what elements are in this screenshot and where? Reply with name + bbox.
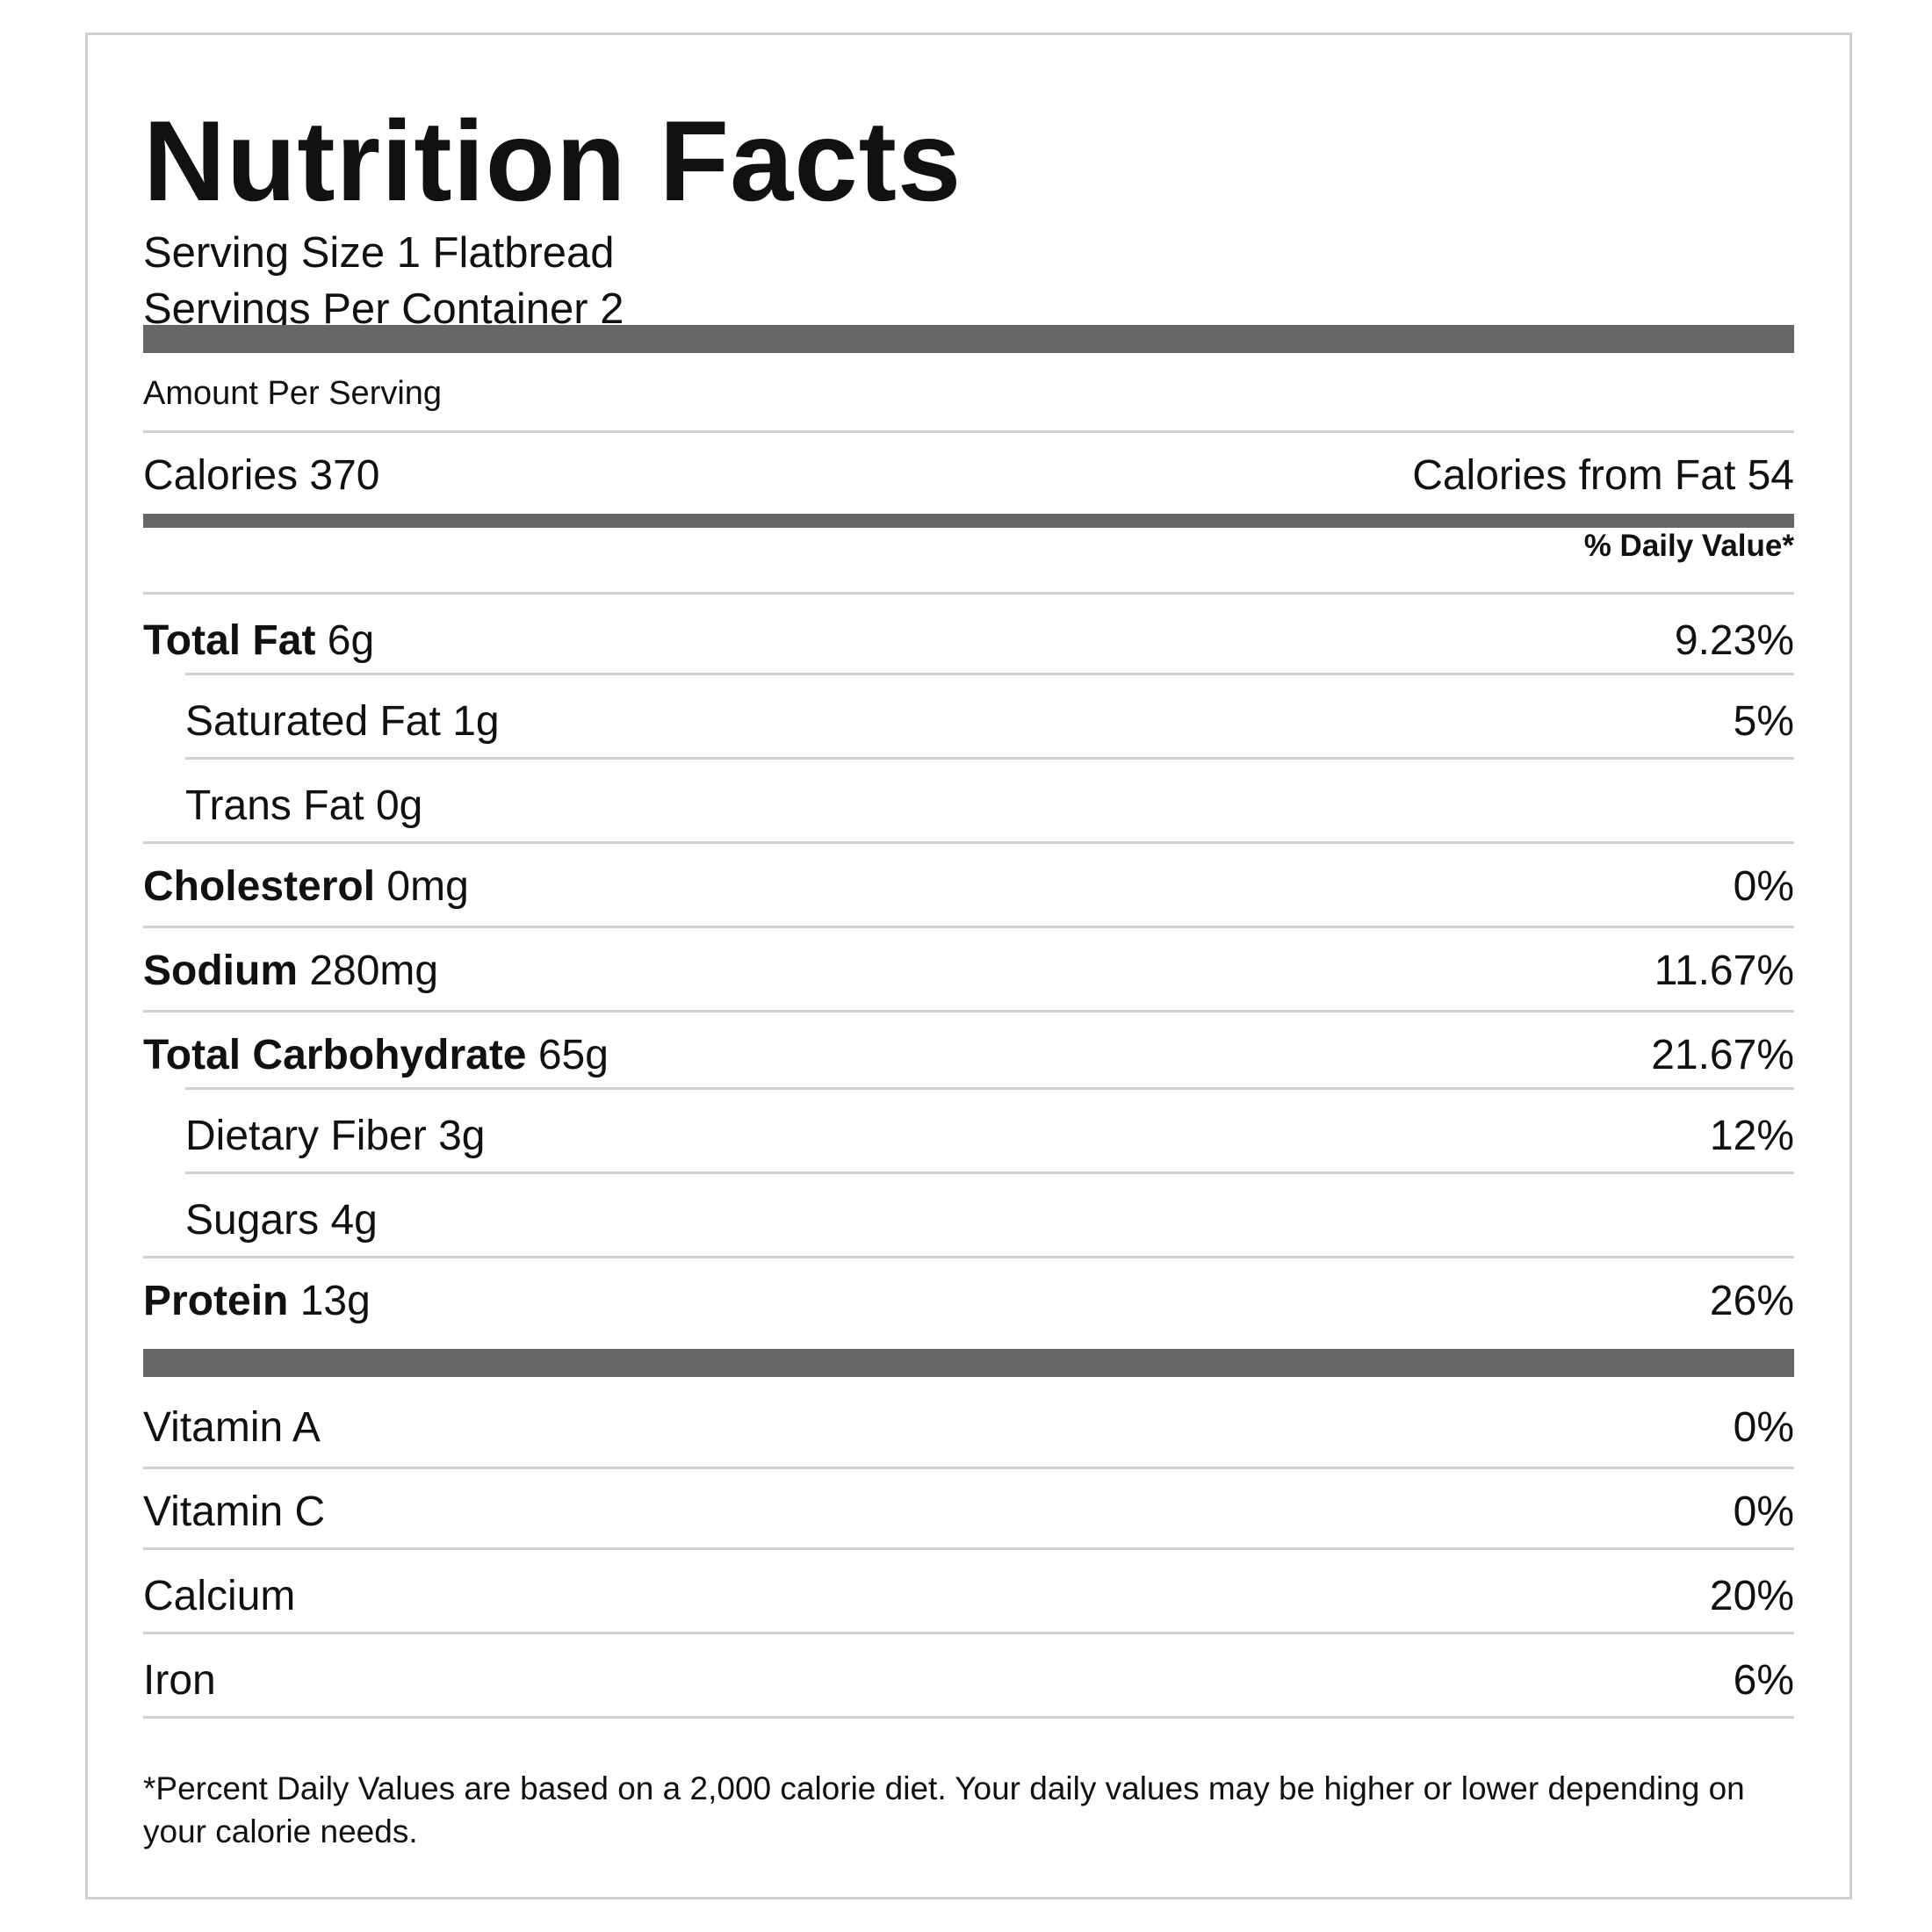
- nutrient-name: Total Carbohydrate: [143, 1031, 527, 1078]
- nutrient-name: Total Fat: [143, 616, 316, 664]
- divider: [143, 592, 1794, 595]
- daily-value-header: % Daily Value*: [1583, 529, 1794, 563]
- nutrient-amount: 3g: [438, 1112, 486, 1159]
- divider: [143, 1716, 1794, 1719]
- divider: [185, 673, 1794, 675]
- divider: [185, 1171, 1794, 1174]
- nutrient-amount: 13g: [299, 1277, 371, 1324]
- divider: [143, 1547, 1794, 1550]
- nutrient-amount: 65g: [537, 1031, 609, 1078]
- nutrient-row-protein: Protein 13g 26%: [143, 1270, 1794, 1331]
- nutrient-row-total-carbohydrate: Total Carbohydrate 65g 21.67%: [143, 1024, 1794, 1085]
- nutrient-name: Dietary Fiber: [185, 1112, 427, 1159]
- divider: [143, 1467, 1794, 1469]
- nutrient-amount: 6g: [327, 616, 375, 664]
- nutrient-name: Protein: [143, 1277, 289, 1324]
- calories: Calories 370: [143, 451, 380, 499]
- serving-size: Serving Size 1 Flatbread: [143, 229, 615, 277]
- vitamin-row-vitamin-c: Vitamin C 0%: [143, 1481, 1794, 1542]
- nutrient-amount: 4g: [330, 1196, 378, 1244]
- calories-from-fat: Calories from Fat 54: [1412, 451, 1794, 499]
- thick-divider: [143, 1349, 1794, 1377]
- divider: [143, 841, 1794, 844]
- vitamin-name: Iron: [143, 1656, 216, 1704]
- thick-divider: [143, 325, 1794, 353]
- nutrient-dv: 0%: [1733, 862, 1794, 910]
- nutrient-dv: 5%: [1733, 697, 1794, 745]
- nutrient-amount: 1g: [452, 697, 500, 745]
- nutrient-dv: 26%: [1709, 1277, 1794, 1324]
- nutrient-name: Saturated Fat: [185, 697, 441, 745]
- vitamin-name: Vitamin C: [143, 1488, 326, 1535]
- divider: [143, 430, 1794, 433]
- amount-per-serving: Amount Per Serving: [143, 375, 443, 412]
- nutrient-row-sodium: Sodium 280mg 11.67%: [143, 940, 1794, 1001]
- divider: [185, 757, 1794, 760]
- divider: [143, 1632, 1794, 1634]
- nutrient-dv: 9.23%: [1674, 616, 1794, 664]
- divider: [143, 1010, 1794, 1013]
- vitamin-dv: 20%: [1709, 1572, 1794, 1619]
- calories-row: Calories 370 Calories from Fat 54: [143, 444, 1794, 506]
- nutrient-dv: 12%: [1709, 1112, 1794, 1159]
- medium-divider: [143, 514, 1794, 528]
- vitamin-dv: 0%: [1733, 1403, 1794, 1451]
- nutrient-row-total-fat: Total Fat 6g 9.23%: [143, 609, 1794, 671]
- nutrient-amount: 0g: [375, 782, 423, 829]
- vitamin-row-iron: Iron 6%: [143, 1649, 1794, 1711]
- nutrient-name: Trans Fat: [185, 782, 364, 829]
- nutrient-row-saturated-fat: Saturated Fat 1g 5%: [143, 690, 1794, 752]
- nutrient-dv: 21.67%: [1651, 1031, 1794, 1078]
- vitamin-name: Calcium: [143, 1572, 296, 1619]
- footnote: *Percent Daily Values are based on a 2,0…: [143, 1770, 1745, 1849]
- nutrient-row-trans-fat: Trans Fat 0g: [143, 775, 1794, 836]
- nutrient-name: Sugars: [185, 1196, 320, 1244]
- vitamin-name: Vitamin A: [143, 1403, 321, 1451]
- nutrient-dv: 11.67%: [1654, 947, 1794, 994]
- vitamin-dv: 6%: [1733, 1656, 1794, 1704]
- vitamin-row-vitamin-a: Vitamin A 0%: [143, 1396, 1794, 1458]
- nutrient-name: Cholesterol: [143, 862, 376, 910]
- nutrient-name: Sodium: [143, 947, 298, 994]
- vitamin-row-calcium: Calcium 20%: [143, 1565, 1794, 1626]
- divider: [185, 1087, 1794, 1090]
- vitamin-dv: 0%: [1733, 1488, 1794, 1535]
- nutrient-row-sugars: Sugars 4g: [143, 1189, 1794, 1251]
- nutrition-label: Nutrition Facts Serving Size 1 Flatbread…: [85, 32, 1852, 1900]
- nutrient-amount: 0mg: [386, 862, 469, 910]
- divider: [143, 926, 1794, 928]
- divider: [143, 1256, 1794, 1258]
- nutrient-row-cholesterol: Cholesterol 0mg 0%: [143, 855, 1794, 917]
- nutrient-amount: 280mg: [309, 947, 439, 994]
- nutrient-row-dietary-fiber: Dietary Fiber 3g 12%: [143, 1105, 1794, 1166]
- label-title: Nutrition Facts: [143, 97, 962, 225]
